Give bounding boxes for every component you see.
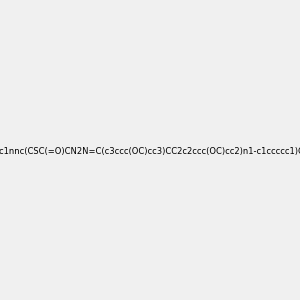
- Text: O=C(CNc1nnc(CSC(=O)CN2N=C(c3ccc(OC)cc3)CC2c2ccc(OC)cc2)n1-c1ccccc1)Cc1ccccc1: O=C(CNc1nnc(CSC(=O)CN2N=C(c3ccc(OC)cc3)C…: [0, 147, 300, 156]
